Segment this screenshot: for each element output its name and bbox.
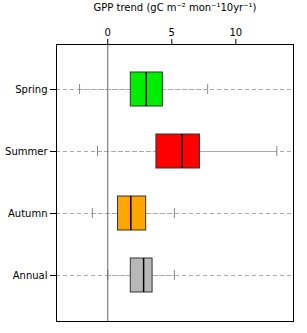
svg-text:Summer: Summer	[5, 146, 48, 157]
svg-text:Autumn: Autumn	[8, 208, 48, 219]
svg-text:Spring: Spring	[15, 84, 47, 95]
svg-text:10: 10	[229, 27, 242, 38]
svg-text:GPP trend (gC m⁻² mon⁻¹10yr⁻¹): GPP trend (gC m⁻² mon⁻¹10yr⁻¹)	[94, 2, 257, 13]
svg-text:5: 5	[169, 27, 175, 38]
svg-text:0: 0	[105, 27, 111, 38]
svg-text:Annual: Annual	[13, 270, 48, 281]
